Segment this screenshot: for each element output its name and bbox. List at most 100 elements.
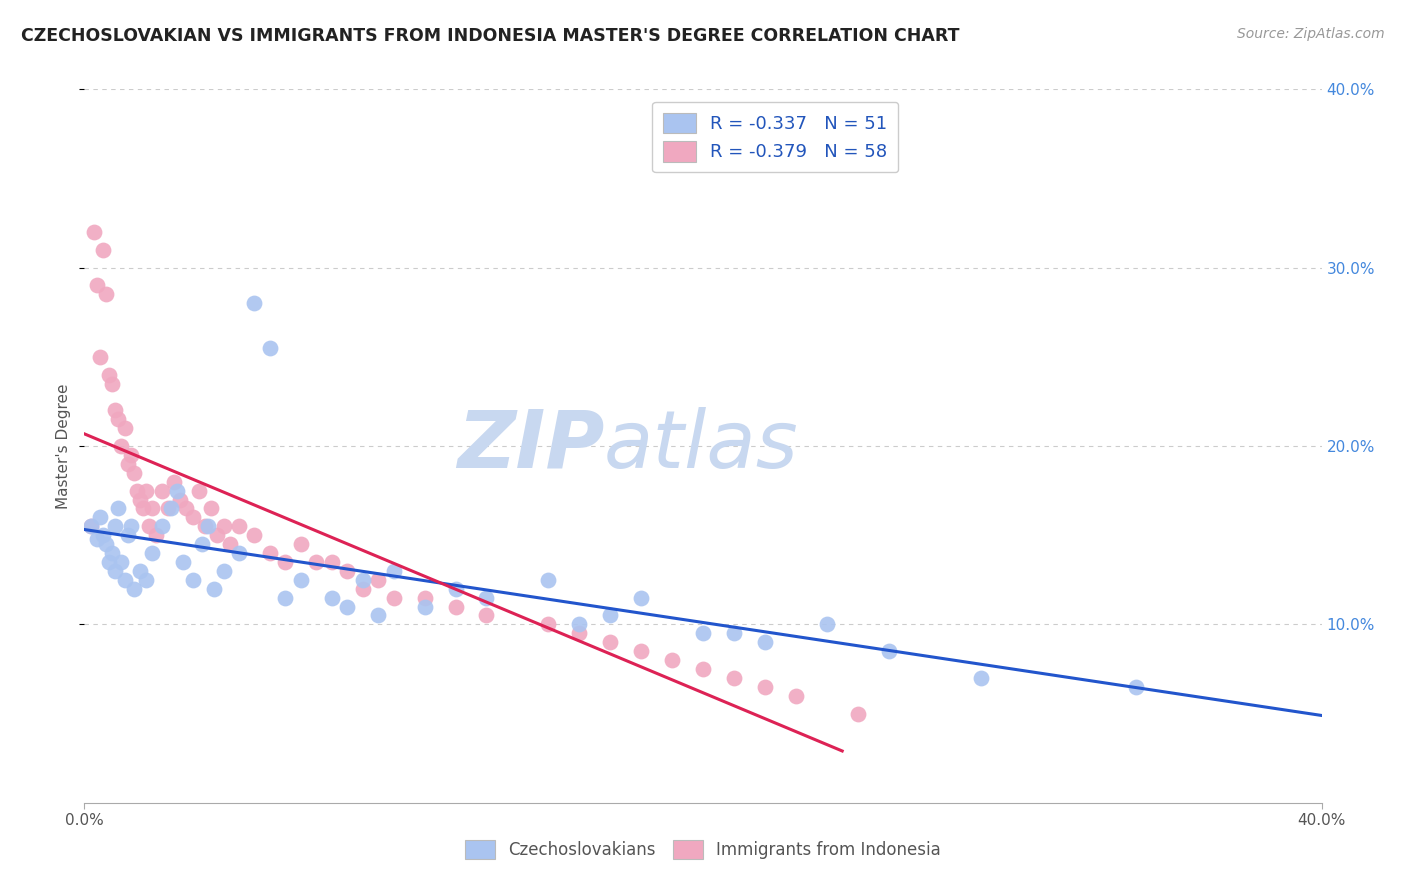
Point [107, 412, 129, 426]
Legend: Czechoslovakians, Immigrants from Indonesia: Czechoslovakians, Immigrants from Indone… [458, 833, 948, 866]
Point [243, 296, 266, 310]
Point [212, 519, 235, 533]
Point [129, 564, 152, 578]
Point [104, 403, 127, 417]
Point [191, 537, 214, 551]
Point [367, 608, 389, 623]
Point [141, 546, 163, 560]
Point [305, 555, 328, 569]
Point [259, 341, 281, 355]
Point [98, 368, 121, 382]
Point [321, 555, 343, 569]
Point [135, 483, 157, 498]
Point [444, 582, 467, 596]
Point [150, 519, 173, 533]
Point [107, 501, 129, 516]
Point [101, 376, 124, 391]
Point [86, 278, 108, 293]
Point [91, 528, 114, 542]
Point [382, 591, 405, 605]
Point [630, 591, 652, 605]
Point [723, 626, 745, 640]
Point [91, 243, 114, 257]
Text: Source: ZipAtlas.com: Source: ZipAtlas.com [1237, 27, 1385, 41]
Legend: R = -0.337   N = 51, R = -0.379   N = 58: R = -0.337 N = 51, R = -0.379 N = 58 [652, 102, 898, 172]
Point [94, 537, 117, 551]
Point [141, 501, 163, 516]
Point [212, 564, 235, 578]
Point [117, 457, 139, 471]
Point [336, 599, 359, 614]
Point [754, 635, 776, 649]
Point [79, 519, 101, 533]
Point [413, 591, 436, 605]
Point [110, 555, 132, 569]
Point [243, 528, 266, 542]
Point [274, 555, 297, 569]
Point [104, 564, 127, 578]
Point [815, 617, 838, 632]
Point [200, 501, 222, 516]
Point [1125, 680, 1147, 694]
Point [352, 582, 374, 596]
Point [877, 644, 900, 658]
Point [122, 582, 145, 596]
Point [661, 653, 683, 667]
Point [135, 573, 157, 587]
Point [630, 644, 652, 658]
Point [172, 555, 194, 569]
Point [197, 519, 219, 533]
Point [150, 483, 173, 498]
Point [145, 528, 167, 542]
Point [228, 546, 250, 560]
Point [207, 528, 229, 542]
Point [290, 537, 312, 551]
Point [79, 519, 101, 533]
Point [176, 501, 198, 516]
Point [129, 492, 152, 507]
Point [110, 439, 132, 453]
Point [181, 510, 204, 524]
Point [101, 546, 124, 560]
Point [568, 626, 591, 640]
Point [413, 599, 436, 614]
Text: atlas: atlas [605, 407, 799, 485]
Point [568, 617, 591, 632]
Point [89, 510, 111, 524]
Point [599, 635, 621, 649]
Point [160, 501, 183, 516]
Point [120, 519, 142, 533]
Point [218, 537, 240, 551]
Point [785, 689, 807, 703]
Point [537, 617, 560, 632]
Point [86, 532, 108, 546]
Point [169, 492, 191, 507]
Text: CZECHOSLOVAKIAN VS IMMIGRANTS FROM INDONESIA MASTER'S DEGREE CORRELATION CHART: CZECHOSLOVAKIAN VS IMMIGRANTS FROM INDON… [21, 27, 959, 45]
Point [187, 483, 209, 498]
Point [754, 680, 776, 694]
Point [132, 501, 155, 516]
Point [475, 591, 498, 605]
Point [202, 582, 225, 596]
Point [117, 528, 139, 542]
Y-axis label: Master's Degree: Master's Degree [56, 384, 72, 508]
Point [98, 555, 121, 569]
Point [290, 573, 312, 587]
Point [444, 599, 467, 614]
Point [228, 519, 250, 533]
Point [475, 608, 498, 623]
Point [692, 626, 714, 640]
Point [321, 591, 343, 605]
Point [89, 350, 111, 364]
Point [125, 483, 148, 498]
Point [336, 564, 359, 578]
Point [846, 706, 869, 721]
Point [382, 564, 405, 578]
Point [156, 501, 179, 516]
Point [181, 573, 204, 587]
Point [83, 225, 105, 239]
Point [138, 519, 160, 533]
Point [537, 573, 560, 587]
Point [692, 662, 714, 676]
Point [367, 573, 389, 587]
